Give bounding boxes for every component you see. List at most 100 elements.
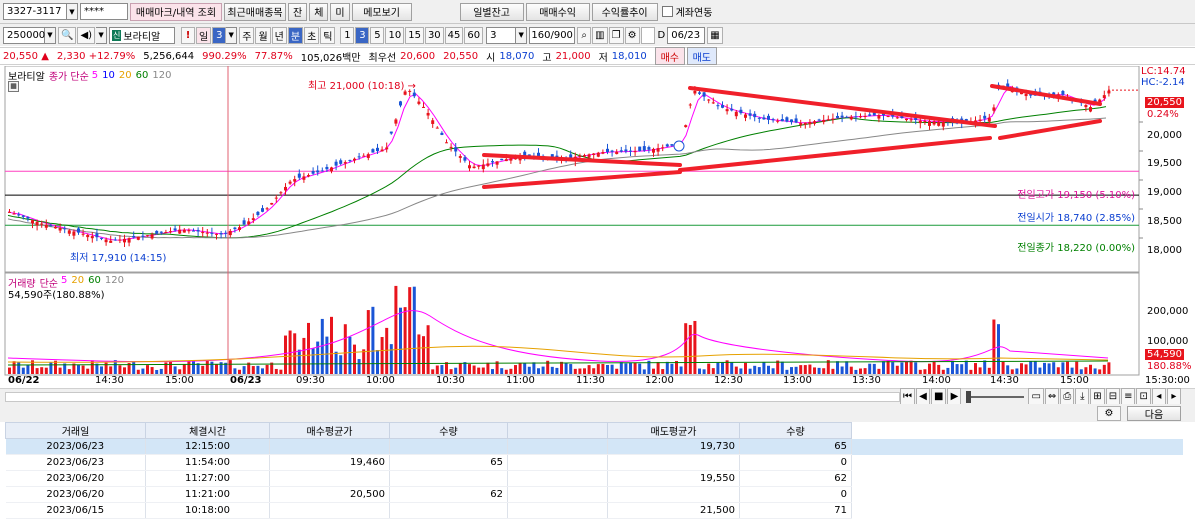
chart-grid-icon[interactable]: ▦ xyxy=(8,81,19,92)
tool-a-icon[interactable]: ⊞ xyxy=(1090,388,1105,405)
buy-button[interactable]: 매수 xyxy=(654,47,685,65)
period-month[interactable]: 월 xyxy=(255,26,271,44)
table-row[interactable]: 2023/06/23 12:15:00 19,730 65 xyxy=(5,438,1183,455)
speaker-dropdown-icon[interactable]: ▼ xyxy=(96,26,108,44)
export-icon[interactable]: ⤓ xyxy=(1075,388,1090,405)
period-week[interactable]: 주 xyxy=(239,26,255,44)
volume-bar xyxy=(707,363,711,374)
minute-select[interactable]: 3 xyxy=(486,26,517,44)
yield-trend-button[interactable]: 수익률추이 xyxy=(591,2,658,21)
chart-scrollbar[interactable] xyxy=(5,391,900,402)
minute-1[interactable]: 1 xyxy=(340,26,355,44)
trade-mark-button[interactable]: 매매마크/내역 조회 xyxy=(130,2,222,21)
low-price: 18,010 xyxy=(611,50,647,62)
minute-select-dropdown-icon[interactable]: ▼ xyxy=(516,26,528,44)
table-cell: 19,730 xyxy=(607,438,740,455)
settings-gear-icon[interactable]: ⚙ xyxy=(624,26,640,44)
candle-body xyxy=(77,228,80,233)
table-cell xyxy=(507,486,608,503)
candle-body xyxy=(872,112,876,116)
volume-ma60: 60 xyxy=(88,275,101,286)
candle-body xyxy=(219,233,223,235)
tool-b-icon[interactable]: ⊟ xyxy=(1105,388,1121,405)
daily-balance-button[interactable]: 일별잔고 xyxy=(459,2,524,21)
layout-icon[interactable]: ▭ xyxy=(1028,388,1044,405)
chart-type-icon[interactable]: ▥ xyxy=(592,26,608,44)
candle-body xyxy=(435,127,439,129)
header-buy-avg[interactable]: 매수평균가 xyxy=(269,422,390,439)
balance-button[interactable]: 잔 xyxy=(288,2,308,21)
volume-bar xyxy=(141,368,145,374)
minute-10[interactable]: 10 xyxy=(385,26,405,44)
table-row[interactable]: 2023/06/23 11:54:00 19,460 65 0 xyxy=(5,454,1184,471)
account-link-checkbox[interactable] xyxy=(661,6,673,17)
period-day-button[interactable]: 일 xyxy=(196,26,212,44)
account-dropdown-icon[interactable]: ▼ xyxy=(67,3,78,20)
sell-button[interactable]: 매도 xyxy=(686,47,717,65)
minute-30[interactable]: 30 xyxy=(424,26,444,44)
minute-3[interactable]: 3 xyxy=(355,26,370,44)
scroll-next-icon[interactable]: ▶ xyxy=(947,388,962,405)
table-row[interactable]: 2023/06/20 11:21:00 20,500 62 0 xyxy=(5,486,1184,503)
header-sell-avg[interactable]: 매도평균가 xyxy=(607,422,740,439)
filled-button[interactable]: 체 xyxy=(309,2,329,21)
fit-icon[interactable]: ⇔ xyxy=(1044,388,1060,405)
zoom-icon[interactable]: ⌕ xyxy=(577,26,592,44)
minute-15[interactable]: 15 xyxy=(405,26,424,44)
scroll-first-icon[interactable]: ⏮ xyxy=(900,388,915,405)
candle-body xyxy=(353,158,356,161)
alert-button[interactable]: ! xyxy=(181,26,196,44)
table-row[interactable]: 2023/06/20 11:27:00 19,550 62 xyxy=(5,470,1184,487)
candle-body xyxy=(63,228,67,230)
minute-45[interactable]: 45 xyxy=(444,26,464,44)
calendar-icon[interactable]: ▦ xyxy=(707,26,723,44)
grid-settings-gear-icon[interactable]: ⚙ xyxy=(1097,405,1121,421)
header-sell-qty[interactable]: 수량 xyxy=(739,422,852,439)
memo-button[interactable]: 메모보기 xyxy=(351,2,412,21)
period-num-button[interactable]: 3 xyxy=(212,26,227,44)
trade-profit-button[interactable]: 매매수익 xyxy=(525,2,590,21)
chart-area[interactable]: 보라티알 종가 단순 5 10 20 60 120 ▦ LC:14.74 HC:… xyxy=(0,66,1195,386)
account-field[interactable]: 3327-3117 xyxy=(3,3,67,20)
period-second[interactable]: 초 xyxy=(304,26,320,44)
period-tick[interactable]: 틱 xyxy=(320,26,336,44)
print-icon[interactable]: ⎙ xyxy=(1060,388,1075,405)
tool-c-icon[interactable]: ≡ xyxy=(1121,388,1136,405)
candle-body xyxy=(26,216,30,219)
minute-5[interactable]: 5 xyxy=(370,26,385,44)
volume-bar xyxy=(974,363,977,374)
period-year[interactable]: 년 xyxy=(271,26,287,44)
volume-bar xyxy=(63,363,67,374)
period-dropdown-icon[interactable]: ▼ xyxy=(226,26,238,44)
period-minute[interactable]: 분 xyxy=(287,26,304,44)
candle-body xyxy=(831,118,835,120)
speaker-icon[interactable]: ◀) xyxy=(77,26,96,44)
stock-name-field[interactable]: 신 보라티알 xyxy=(109,26,176,44)
unfilled-button[interactable]: 미 xyxy=(330,2,350,21)
date-field[interactable]: 06/23 xyxy=(667,26,706,44)
zoom-slider[interactable] xyxy=(966,390,1025,403)
candlestick-chart[interactable] xyxy=(0,66,1195,386)
next-button[interactable]: 다음 xyxy=(1127,405,1181,421)
candle-body xyxy=(537,152,540,158)
date-checkbox[interactable] xyxy=(640,26,655,44)
minute-60[interactable]: 60 xyxy=(464,26,484,44)
search-icon[interactable]: 🔍 xyxy=(58,26,77,44)
scroll-prev-icon[interactable]: ◀ xyxy=(916,388,930,405)
copy-icon[interactable]: ❐ xyxy=(608,26,624,44)
volume-bar xyxy=(964,360,968,374)
tool-d-icon[interactable]: ⊡ xyxy=(1136,388,1151,405)
table-row[interactable]: 2023/06/15 10:18:00 21,500 71 xyxy=(5,502,1184,519)
scroll-left-icon[interactable]: ◂ xyxy=(1151,388,1166,405)
password-field[interactable]: **** xyxy=(80,3,128,20)
scroll-stop-icon[interactable]: ■ xyxy=(931,388,947,405)
header-buy-qty[interactable]: 수량 xyxy=(389,422,508,439)
count-field[interactable]: 160/900 xyxy=(529,26,576,44)
header-trade-date[interactable]: 거래일 xyxy=(5,422,146,439)
recent-trades-button[interactable]: 최근매매종목 xyxy=(224,2,286,21)
stock-code-dropdown-icon[interactable]: ▼ xyxy=(45,26,56,44)
volume-ma20: 20 xyxy=(71,275,85,286)
stock-code-field[interactable]: 250000 xyxy=(3,26,45,44)
scroll-right-icon[interactable]: ▸ xyxy=(1166,388,1181,405)
header-fill-time[interactable]: 체결시간 xyxy=(145,422,270,439)
